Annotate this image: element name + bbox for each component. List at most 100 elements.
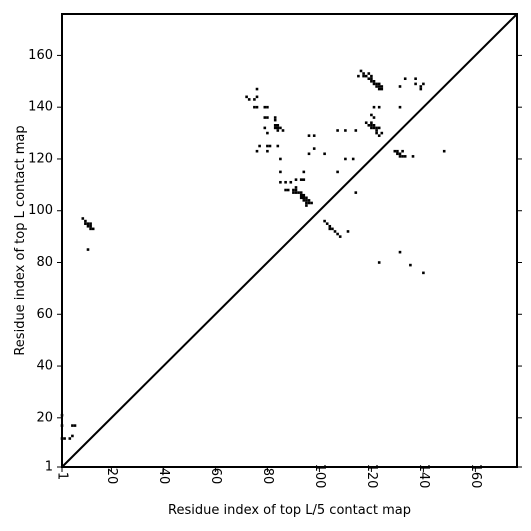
contact-mark-upper: [354, 129, 358, 132]
contact-mark-upper: [409, 263, 412, 267]
contact-mark-upper: [268, 144, 272, 148]
contact-mark-upper: [289, 180, 293, 184]
contact-mark-upper: [312, 134, 316, 137]
contact-mark-upper: [401, 155, 404, 158]
y-axis-label: Residue index of top L contact map: [13, 125, 28, 355]
contact-mark-upper: [375, 85, 378, 88]
contact-mark-upper: [305, 201, 308, 205]
contact-mark-upper: [325, 222, 329, 225]
contact-mark-upper: [279, 170, 282, 174]
contact-mark-upper: [273, 126, 277, 130]
contact-mark-upper: [333, 230, 337, 233]
contact-mark-upper: [279, 126, 282, 130]
contact-mark-upper: [89, 224, 92, 228]
contact-mark-upper: [367, 124, 371, 127]
contact-mark-upper: [258, 144, 261, 148]
contact-mark-upper: [375, 82, 378, 86]
contact-mark-upper: [411, 155, 415, 158]
contact-mark-upper: [375, 129, 378, 132]
contact-mark-upper: [377, 87, 381, 91]
contact-mark-lower: [68, 437, 72, 440]
contact-mark-upper: [377, 126, 381, 130]
contact-mark-upper: [396, 149, 399, 153]
y-tick-label: 140: [28, 100, 53, 115]
contact-mark-upper: [292, 191, 295, 194]
contact-mark-upper: [305, 196, 308, 200]
y-tick-label: 160: [28, 48, 53, 63]
contact-mark-upper: [86, 224, 90, 228]
contact-mark-upper: [263, 105, 267, 109]
contact-mark-upper: [263, 116, 267, 119]
contact-mark-upper: [372, 124, 376, 127]
contact-mark-upper: [253, 98, 256, 101]
contact-mark-upper: [442, 149, 446, 153]
contact-mark-upper: [273, 124, 277, 127]
contact-mark-upper: [370, 74, 373, 78]
contact-mark-upper: [86, 248, 90, 251]
contact-mark-upper: [336, 129, 339, 132]
contact-mark-lower: [73, 424, 77, 427]
contact-mark-upper: [370, 121, 373, 125]
contact-mark-upper: [377, 82, 381, 86]
x-tick-label: 1: [55, 472, 70, 480]
contact-mark-upper: [302, 178, 306, 181]
contact-mark-upper: [89, 222, 92, 225]
x-tick-label: 20: [104, 468, 119, 485]
contact-mark-upper: [357, 74, 360, 78]
contact-mark-upper: [286, 188, 290, 192]
contact-mark-upper: [372, 80, 376, 83]
contact-mark-upper: [84, 222, 87, 225]
contact-mark-upper: [370, 77, 373, 81]
contact-mark-upper: [247, 98, 251, 101]
contact-mark-upper: [312, 147, 316, 150]
x-tick-label: 60: [208, 468, 223, 485]
contact-mark-upper: [359, 69, 363, 73]
contact-mark-upper: [398, 250, 402, 254]
diagonal-line: [61, 13, 518, 468]
contact-mark-lower: [71, 434, 74, 438]
contact-mark-upper: [307, 134, 311, 137]
x-tick-label: 140: [416, 464, 431, 489]
x-tick-label: 40: [156, 468, 171, 485]
contact-mark-upper: [377, 105, 381, 109]
contact-mark-upper: [338, 235, 342, 238]
contact-mark-upper: [364, 74, 368, 78]
contact-mark-upper: [331, 227, 334, 231]
contact-mark-upper: [89, 227, 92, 231]
contact-mark-upper: [362, 72, 365, 75]
contact-mark-upper: [299, 191, 303, 194]
contact-mark-upper: [367, 72, 371, 75]
contact-mark-upper: [380, 85, 384, 88]
contact-mark-upper: [372, 116, 376, 119]
contact-mark-upper: [414, 82, 417, 86]
contact-mark-upper: [255, 95, 259, 99]
contact-mark-upper: [377, 134, 381, 137]
x-axis-ticks: 1 20 40 60 80 100 120 140 160: [55, 464, 483, 489]
contact-mark-lower: [71, 424, 74, 427]
contact-mark-upper: [266, 116, 269, 119]
contact-mark-upper: [276, 129, 280, 132]
y-tick-label: 60: [36, 307, 53, 322]
contact-mark-upper: [279, 157, 282, 161]
contact-mark-upper: [403, 77, 407, 81]
contact-mark-upper: [266, 105, 269, 109]
contact-mark-upper: [403, 155, 407, 158]
contact-mark-upper: [354, 191, 358, 194]
contact-mark-upper: [419, 85, 423, 88]
contact-mark-upper: [84, 219, 87, 223]
contact-mark-upper: [266, 131, 269, 135]
contact-mark-upper: [253, 105, 256, 109]
y-tick-label: 120: [28, 151, 53, 166]
contact-mark-upper: [273, 118, 277, 122]
contact-mark-upper: [367, 77, 371, 81]
contact-mark-upper: [305, 199, 308, 202]
contact-mark-upper: [266, 144, 269, 148]
contact-mark-upper: [398, 155, 402, 158]
contact-mark-upper: [396, 152, 399, 156]
contact-mark-upper: [302, 170, 306, 174]
contact-mark-upper: [299, 196, 303, 200]
y-tick-label: 40: [36, 359, 53, 374]
y-tick-label: 1: [45, 460, 53, 475]
contact-mark-upper: [419, 87, 423, 91]
